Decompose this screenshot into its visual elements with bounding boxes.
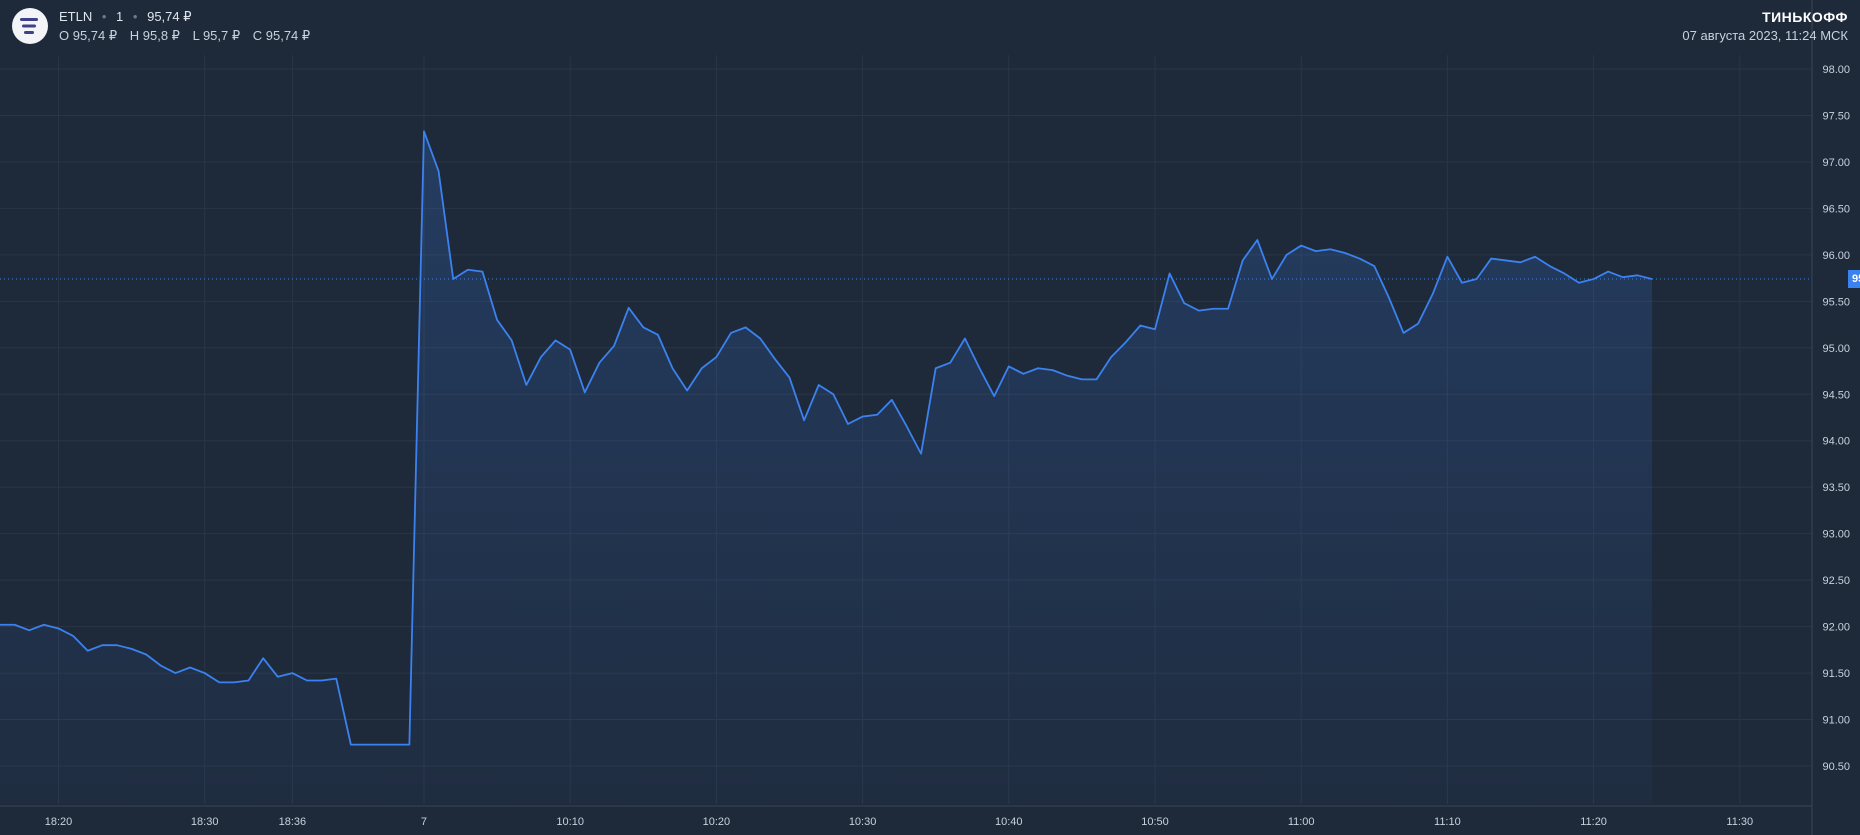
y-tick-label: 97.00: [1822, 157, 1850, 169]
interval-label[interactable]: 1: [116, 9, 124, 24]
instrument-logo-icon[interactable]: [12, 8, 48, 44]
current-price-tag: 95.74: [1848, 270, 1860, 289]
x-tick-label: 18:36: [279, 816, 307, 828]
instrument-header: ETLN • 1 • 95,74 ₽ O 95,74 ₽ H 95,8 ₽ L …: [12, 8, 319, 45]
y-tick-label: 97.50: [1822, 110, 1850, 122]
brand-logo-text: ТИНЬКОФФ: [1762, 9, 1848, 25]
y-tick-label: 94.00: [1822, 436, 1850, 448]
y-tick-label: 95.50: [1822, 296, 1850, 308]
y-tick-label: 93.50: [1822, 482, 1850, 494]
low-value: L 95,7 ₽: [192, 28, 241, 43]
y-tick-label: 96.00: [1822, 250, 1850, 262]
separator-dot: •: [132, 9, 138, 24]
y-tick-label: 93.00: [1822, 529, 1850, 541]
y-tick-label: 96.50: [1822, 203, 1850, 215]
x-tick-label: 10:20: [703, 816, 731, 828]
close-value: C 95,74 ₽: [252, 28, 311, 43]
x-tick-label: 7: [421, 816, 427, 828]
separator-dot: •: [101, 9, 107, 24]
y-tick-label: 94.50: [1822, 389, 1850, 401]
ticker-label[interactable]: ETLN: [59, 9, 93, 24]
x-tick-label: 10:40: [995, 816, 1023, 828]
brand-block: ТИНЬКОФФ 07 августа 2023, 11:24 МСК: [1682, 8, 1848, 45]
y-tick-label: 98.00: [1822, 64, 1850, 76]
x-tick-label: 11:30: [1726, 816, 1753, 828]
y-tick-label: 90.50: [1822, 761, 1850, 773]
x-tick-label: 10:30: [849, 816, 877, 828]
x-tick-label: 11:00: [1288, 816, 1315, 828]
price-area-fill: [0, 131, 1653, 804]
y-tick-label: 91.00: [1822, 715, 1850, 727]
x-tick-label: 11:10: [1434, 816, 1461, 828]
chart-datetime: 07 августа 2023, 11:24 МСК: [1682, 28, 1848, 43]
x-tick-label: 11:20: [1580, 816, 1607, 828]
x-tick-label: 10:10: [556, 816, 584, 828]
y-tick-label: 91.50: [1822, 668, 1850, 680]
price-series: [0, 130, 1812, 804]
y-tick-label: 92.50: [1822, 575, 1850, 587]
y-tick-label: 92.00: [1822, 622, 1850, 634]
high-value: H 95,8 ₽: [129, 28, 180, 43]
price-line: [0, 130, 1653, 746]
open-value: O 95,74 ₽: [59, 28, 118, 43]
x-tick-label: 10:50: [1141, 816, 1169, 828]
y-tick-label: 95.00: [1822, 343, 1850, 355]
x-tick-label: 18:30: [191, 816, 219, 828]
x-tick-label: 18:20: [45, 816, 73, 828]
instrument-info: ETLN • 1 • 95,74 ₽ O 95,74 ₽ H 95,8 ₽ L …: [59, 8, 319, 45]
last-price-label: 95,74 ₽: [147, 9, 192, 24]
